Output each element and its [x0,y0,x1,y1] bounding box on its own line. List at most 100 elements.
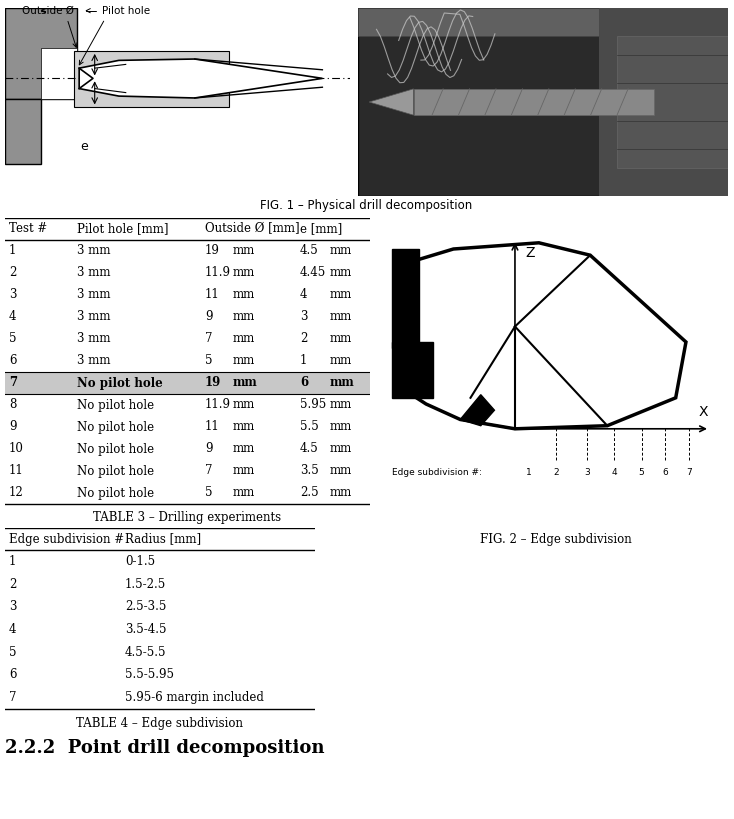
Text: 5.95-6 margin included: 5.95-6 margin included [125,691,264,704]
Text: e: e [81,140,88,153]
Text: 3 mm: 3 mm [77,333,111,346]
Text: 2.5-3.5: 2.5-3.5 [125,600,167,613]
Text: 10: 10 [9,442,24,455]
Polygon shape [79,59,322,98]
Text: 4: 4 [611,468,617,477]
Text: 9: 9 [205,310,213,324]
Text: 5: 5 [9,333,16,346]
Text: 11: 11 [9,464,23,477]
Text: No pilot hole: No pilot hole [77,420,154,433]
Text: mm: mm [330,420,352,433]
Bar [413,88,654,115]
Text: Outside Ø [mm]: Outside Ø [mm] [205,223,299,236]
Text: 3.5-4.5: 3.5-4.5 [125,623,167,636]
Text: 19: 19 [205,245,220,257]
Text: mm: mm [233,333,255,346]
Text: 19: 19 [205,377,221,390]
Text: 7: 7 [686,468,692,477]
Text: mm: mm [330,442,352,455]
Text: 5: 5 [205,486,213,500]
Text: X: X [698,405,708,419]
Text: mm: mm [330,310,352,324]
Text: 5.5: 5.5 [300,420,319,433]
Text: mm: mm [233,399,255,411]
Text: 3 mm: 3 mm [77,266,111,279]
Text: 2.5: 2.5 [300,486,319,500]
Text: 5.95: 5.95 [300,399,326,411]
Text: Z: Z [526,246,535,260]
Text: Edge subdivision #: Edge subdivision # [9,532,124,545]
Text: 1: 1 [9,554,16,568]
Text: 5.5-5.95: 5.5-5.95 [125,668,174,681]
Text: 5: 5 [205,355,213,368]
Text: 1: 1 [526,468,531,477]
Polygon shape [402,242,686,429]
Text: 2: 2 [9,577,16,590]
Text: mm: mm [330,377,355,390]
Text: 9: 9 [205,442,213,455]
Bar [392,249,419,348]
Text: 4: 4 [300,288,308,301]
Text: mm: mm [233,377,258,390]
Bar [617,36,728,168]
Text: Pilot hole: Pilot hole [86,6,150,16]
Bar [5,99,41,164]
Text: 11: 11 [205,420,219,433]
Text: mm: mm [233,442,255,455]
Text: 6: 6 [663,468,669,477]
Bar [74,51,229,107]
Text: 8: 8 [9,399,16,411]
Text: 3: 3 [9,288,16,301]
Text: 1.5-2.5: 1.5-2.5 [125,577,166,590]
Text: mm: mm [330,245,352,257]
Text: No pilot hole: No pilot hole [77,442,154,455]
Text: TABLE 3 – Drilling experiments: TABLE 3 – Drilling experiments [93,512,282,524]
Text: 6: 6 [300,377,308,390]
Text: No pilot hole: No pilot hole [77,377,163,390]
Text: 2: 2 [9,266,16,279]
Text: 3.5: 3.5 [300,464,319,477]
Text: Edge subdivision #:: Edge subdivision #: [392,468,482,477]
Text: 6: 6 [9,668,16,681]
Text: mm: mm [330,288,352,301]
Text: FIG. 1 – Physical drill decomposition: FIG. 1 – Physical drill decomposition [261,200,473,212]
Text: mm: mm [233,245,255,257]
Text: 6: 6 [9,355,16,368]
Polygon shape [460,395,495,426]
Text: 1: 1 [9,245,16,257]
Text: 5: 5 [9,645,16,658]
Text: Test #: Test # [9,223,47,236]
Polygon shape [369,88,413,115]
Text: Outside Ø: Outside Ø [22,6,74,16]
Text: Pilot hole [mm]: Pilot hole [mm] [77,223,169,236]
Text: 4: 4 [9,623,16,636]
Text: mm: mm [233,310,255,324]
Text: 3: 3 [300,310,308,324]
Text: 7: 7 [9,691,16,704]
Text: e [mm]: e [mm] [300,223,342,236]
Bar [598,8,728,196]
Bar [41,48,78,99]
Text: mm: mm [233,355,255,368]
Text: 2: 2 [300,333,308,346]
Text: 3 mm: 3 mm [77,355,111,368]
Bar [5,8,78,99]
Bar [392,342,433,398]
Text: 4.5-5.5: 4.5-5.5 [125,645,167,658]
Text: 2: 2 [553,468,559,477]
Text: TABLE 4 – Edge subdivision: TABLE 4 – Edge subdivision [76,717,244,730]
Text: 7: 7 [205,464,213,477]
Text: mm: mm [330,464,352,477]
Text: 7: 7 [9,377,17,390]
Text: No pilot hole: No pilot hole [77,486,154,500]
Text: mm: mm [233,266,255,279]
Text: 3: 3 [584,468,589,477]
Text: 2.2.2  Point drill decomposition: 2.2.2 Point drill decomposition [5,739,324,757]
Text: 4.5: 4.5 [300,442,319,455]
Text: mm: mm [330,355,352,368]
Text: mm: mm [330,399,352,411]
Bar [5,372,370,394]
Text: 3 mm: 3 mm [77,288,111,301]
Text: 12: 12 [9,486,23,500]
Text: Radius [mm]: Radius [mm] [125,532,201,545]
